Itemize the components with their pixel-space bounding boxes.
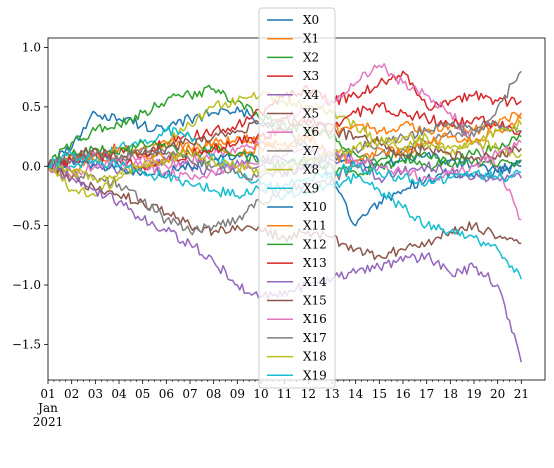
legend-label: X11 — [303, 219, 327, 233]
x-axis: Jan 2021 01 02 03 04 05 06 07 08 09 10 11 12 13 14 15 1… — [33, 380, 529, 429]
legend-label: X10 — [303, 200, 327, 214]
x-tick-label: 19 — [466, 387, 481, 401]
legend-label: X3 — [303, 69, 319, 83]
legend-label: X18 — [303, 350, 327, 364]
x-tick-label: 09 — [230, 387, 245, 401]
legend-label: X7 — [303, 144, 319, 158]
y-tick-label: −1.5 — [12, 337, 41, 351]
x-tick-label: 08 — [206, 387, 221, 401]
x-tick-label: 20 — [490, 387, 505, 401]
y-tick-label: 1.0 — [22, 41, 41, 55]
legend-label: X16 — [303, 312, 327, 326]
x-tick-label: 06 — [159, 387, 174, 401]
x-tick-label: 18 — [443, 387, 458, 401]
x-year-label: 2021 — [33, 415, 64, 429]
legend-label: X13 — [303, 256, 327, 270]
y-tick-label: −0.5 — [12, 219, 41, 233]
x-tick-label: 14 — [348, 387, 364, 401]
x-month-label: Jan — [36, 401, 58, 415]
x-tick-label: 16 — [395, 387, 410, 401]
x-tick-label: 21 — [514, 387, 529, 401]
y-tick-label: 0.5 — [22, 100, 41, 114]
legend-label: X14 — [303, 275, 327, 289]
x-tick-label: 04 — [111, 387, 127, 401]
legend-label: X6 — [303, 125, 319, 139]
x-tick-label: 12 — [301, 387, 316, 401]
x-tick-label: 10 — [253, 387, 268, 401]
legend-label: X5 — [303, 107, 319, 121]
legend: X0 X1 X2 X3 X4 X5 X6 X7 X8 X9 X10 X11 X12 X13 X14 X15 X1… — [258, 7, 336, 389]
x-tick-label: 17 — [419, 387, 434, 401]
y-tick-label: −1.0 — [12, 278, 41, 292]
legend-label: X1 — [303, 32, 319, 46]
y-axis: 1.0 0.5 0.0 −0.5 −1.0 −1.5 — [12, 41, 48, 351]
legend-label: X12 — [303, 237, 327, 251]
legend-label: X2 — [303, 50, 319, 64]
legend-label: X15 — [303, 294, 327, 308]
x-tick-label: 07 — [182, 387, 197, 401]
y-tick-label: 0.0 — [22, 159, 41, 173]
x-tick-label: 15 — [372, 387, 387, 401]
legend-label: X4 — [303, 88, 320, 102]
x-tick-label: 13 — [324, 387, 339, 401]
x-tick-label: 11 — [277, 387, 292, 401]
legend-label: X8 — [303, 163, 319, 177]
legend-label: X17 — [303, 331, 327, 345]
x-tick-label: 02 — [64, 387, 79, 401]
legend-label: X9 — [303, 181, 319, 195]
x-tick-label: 03 — [88, 387, 103, 401]
x-tick-label: 05 — [135, 387, 150, 401]
legend-label: X0 — [303, 13, 319, 27]
x-tick-label: 01 — [40, 387, 55, 401]
legend-label: X19 — [303, 368, 327, 382]
legend-box — [258, 7, 336, 389]
